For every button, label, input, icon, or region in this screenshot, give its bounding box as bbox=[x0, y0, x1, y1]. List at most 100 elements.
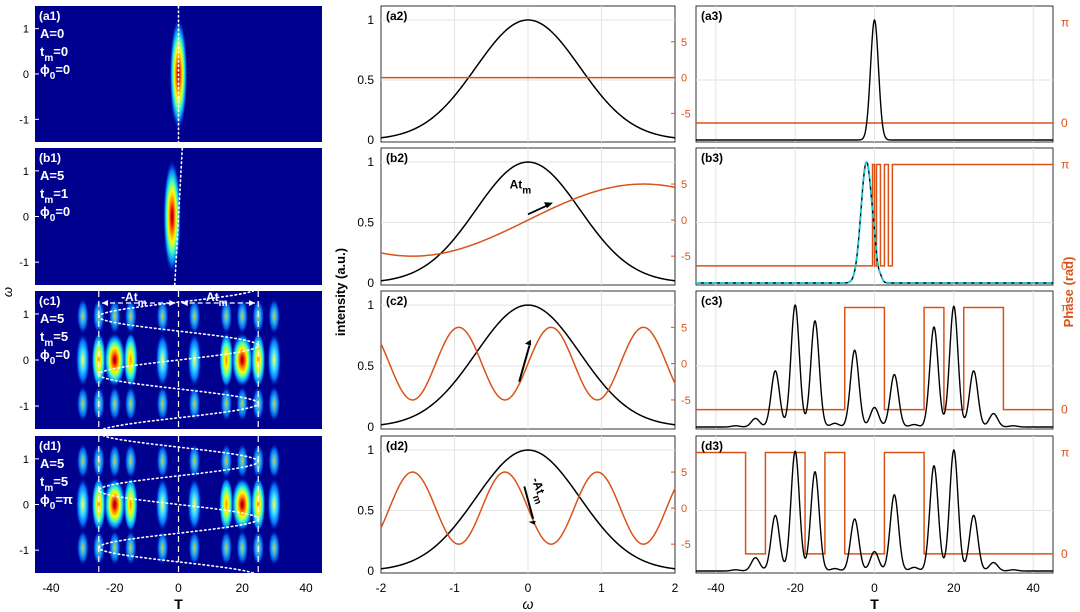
heatmap-blob bbox=[108, 298, 121, 335]
x-tick-label: 0 bbox=[871, 581, 878, 595]
panel-param: tm=0 bbox=[40, 44, 68, 64]
y2-tick-label: -5 bbox=[681, 251, 691, 263]
span-arrowhead bbox=[181, 300, 188, 306]
y-tick-label: 1 bbox=[23, 454, 29, 466]
panel-label: (d3) bbox=[701, 439, 723, 453]
y2-tick-label: 0 bbox=[1061, 547, 1068, 561]
x-axis-label: T bbox=[870, 596, 879, 612]
heatmap-blob bbox=[219, 477, 234, 532]
heatmap-blob bbox=[231, 332, 254, 388]
x-tick-label: 1 bbox=[598, 581, 605, 595]
y-tick-label: -1 bbox=[19, 401, 29, 413]
heatmap-blob bbox=[76, 443, 89, 479]
heatmap-blob bbox=[155, 332, 170, 388]
heatmap-blob bbox=[268, 530, 281, 566]
heatmap-blob bbox=[267, 477, 282, 532]
panel-label: (a3) bbox=[701, 9, 722, 23]
heatmap-guide bbox=[97, 291, 260, 429]
span-label: -Atm bbox=[121, 290, 147, 309]
heatmap-blob bbox=[188, 298, 201, 335]
y2-tick-label: -5 bbox=[681, 539, 691, 551]
y2-axis-label: Phase (rad) bbox=[1061, 257, 1076, 328]
y2-tick-label: 0 bbox=[681, 73, 687, 85]
y-tick-label: 0 bbox=[23, 500, 29, 512]
heatmap-blob bbox=[220, 298, 233, 335]
heatmap-blob bbox=[267, 332, 282, 388]
heatmap-blob bbox=[268, 298, 281, 335]
x-tick-label: 40 bbox=[299, 581, 313, 595]
heatmap-blob bbox=[156, 530, 169, 566]
y-tick-label: 1 bbox=[367, 13, 374, 27]
phase-series bbox=[380, 471, 676, 545]
phase-series bbox=[696, 163, 1053, 267]
heatmap-blob bbox=[163, 158, 182, 275]
heatmap-blob bbox=[251, 477, 266, 532]
span-arrowhead bbox=[101, 300, 108, 306]
heatmap-content bbox=[163, 148, 184, 285]
y-tick-label: 1 bbox=[23, 24, 29, 36]
heatmap-blob bbox=[108, 385, 121, 422]
intensity-series bbox=[696, 304, 1053, 428]
y-tick-label: 0 bbox=[367, 133, 374, 147]
heatmap-blob bbox=[155, 477, 170, 532]
panel-label: (b2) bbox=[386, 151, 408, 165]
heatmap-blob bbox=[220, 530, 233, 566]
panel-param: ϕ0=0 bbox=[40, 62, 70, 82]
arrow-label: -Atm bbox=[524, 476, 551, 507]
y2-tick-label: π bbox=[1061, 445, 1069, 459]
panel-label: (a1) bbox=[39, 9, 60, 23]
y2-tick-label: π bbox=[1061, 301, 1069, 315]
y2-tick-label: 5 bbox=[681, 179, 687, 191]
panel-label: (d2) bbox=[386, 439, 408, 453]
panel-param: A=5 bbox=[40, 168, 64, 183]
y2-tick-label: 0 bbox=[681, 359, 687, 371]
span-label: Atm bbox=[206, 290, 228, 309]
x-tick-label: -40 bbox=[42, 581, 60, 595]
panel-param: tm=5 bbox=[40, 329, 68, 349]
x-tick-label: -2 bbox=[376, 581, 387, 595]
y-tick-label: 1 bbox=[23, 166, 29, 178]
heatmap-layer: (a1)A=0tm=0ϕ0=010-1(b1)A=5tm=1ϕ0=010-1-A… bbox=[0, 6, 322, 612]
y-tick-label: 1 bbox=[23, 309, 29, 321]
heatmap-guide bbox=[173, 148, 184, 285]
heatmap-blob bbox=[108, 443, 121, 479]
temporal-layer: 0 π (a3) 0 π (b3) 0 π (c3) 0 π (d3) -40 -20 0 20 40 T Phas… bbox=[695, 5, 1076, 612]
x-tick-label: 20 bbox=[947, 581, 961, 595]
shift-arrowhead bbox=[524, 339, 531, 346]
heatmap-blob bbox=[220, 385, 233, 422]
panel-label: (b1) bbox=[39, 151, 61, 165]
y-tick-label: 0 bbox=[23, 355, 29, 367]
heatmap-blob bbox=[188, 443, 201, 479]
x-tick-label: 0 bbox=[525, 581, 532, 595]
spectrum-layer: 1 0.5 0 5 0 -5 (a2) 1 0.5 0 5 0 -5 (b2) Atm 1 0.5 0 5 0 -5 (c… bbox=[333, 5, 691, 612]
y2-tick-label: π bbox=[1061, 15, 1069, 29]
x-tick-label: 20 bbox=[236, 581, 250, 595]
panel-label: (a2) bbox=[386, 9, 407, 23]
heatmap-blob bbox=[124, 443, 137, 479]
y-axis-label: ω bbox=[0, 287, 15, 297]
y-tick-label: 0.5 bbox=[357, 73, 374, 87]
panel-param: tm=5 bbox=[40, 474, 68, 494]
panel-param: ϕ0=π bbox=[40, 492, 73, 512]
y-tick-label: 0 bbox=[23, 69, 29, 81]
heatmap-blob bbox=[108, 530, 121, 566]
panel-param: ϕ0=0 bbox=[40, 347, 70, 367]
heatmap-content bbox=[75, 436, 282, 573]
shift-arrowhead bbox=[543, 202, 553, 209]
y2-tick-label: 0 bbox=[1061, 116, 1068, 130]
y2-tick-label: -5 bbox=[681, 108, 691, 120]
phase-series bbox=[696, 451, 1053, 555]
x-tick-label: 40 bbox=[1026, 581, 1040, 595]
panel-param: A=5 bbox=[40, 311, 64, 326]
arrow-label: Atm bbox=[510, 177, 532, 196]
heatmap-blob bbox=[123, 332, 138, 388]
intensity-overlay bbox=[696, 160, 1053, 284]
heatmap-blob bbox=[76, 530, 89, 566]
intensity-series bbox=[380, 449, 676, 570]
phase-series bbox=[380, 183, 676, 257]
heatmap-blob bbox=[75, 332, 90, 388]
y2-tick-label: 0 bbox=[1061, 403, 1068, 417]
heatmap-blob bbox=[123, 477, 138, 532]
y2-tick-label: 5 bbox=[681, 37, 687, 49]
intensity-series bbox=[380, 19, 676, 139]
